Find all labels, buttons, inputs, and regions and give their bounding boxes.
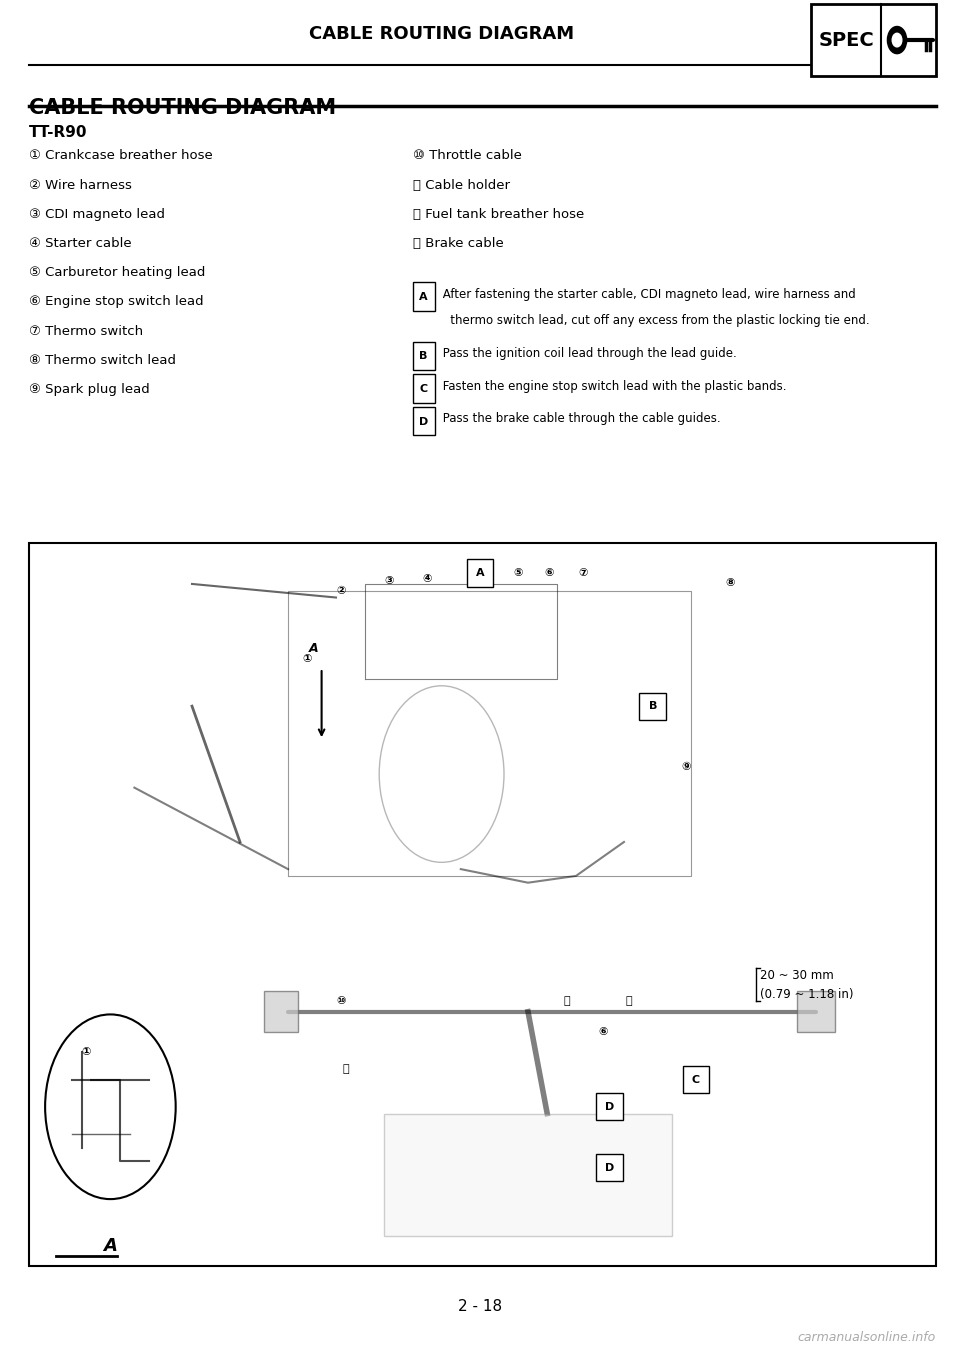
Text: 2 - 18: 2 - 18 [458, 1298, 502, 1315]
Text: CABLE ROUTING DIAGRAM: CABLE ROUTING DIAGRAM [29, 98, 336, 118]
Bar [264, 991, 298, 1032]
Text: ④: ④ [422, 573, 432, 584]
Text: ⑦ Thermo switch: ⑦ Thermo switch [29, 325, 143, 338]
FancyBboxPatch shape [413, 282, 435, 311]
Text: ②: ② [336, 585, 346, 596]
Bar [384, 1114, 672, 1236]
Text: A: A [104, 1237, 117, 1255]
Text: D: D [605, 1162, 614, 1173]
Text: ① Crankcase breather hose: ① Crankcase breather hose [29, 149, 212, 163]
Circle shape [892, 34, 901, 48]
Text: Fasten the engine stop switch lead with the plastic bands.: Fasten the engine stop switch lead with … [439, 379, 786, 392]
Text: C: C [692, 1074, 700, 1085]
Text: ⑥ Engine stop switch lead: ⑥ Engine stop switch lead [29, 296, 204, 308]
Text: A: A [476, 568, 484, 579]
Text: ⑪: ⑪ [564, 995, 569, 1006]
FancyBboxPatch shape [596, 1093, 623, 1120]
Text: D: D [605, 1101, 614, 1112]
Text: ⑨: ⑨ [682, 762, 691, 773]
Text: ⑤: ⑤ [514, 568, 523, 579]
FancyBboxPatch shape [413, 373, 435, 402]
Text: ③ CDI magneto lead: ③ CDI magneto lead [29, 208, 165, 221]
Bar [29, 543, 936, 1266]
Text: ⑥: ⑥ [544, 568, 554, 579]
Text: B: B [420, 352, 427, 361]
Text: ⑥: ⑥ [598, 1027, 608, 1038]
Text: ⑪ Cable holder: ⑪ Cable holder [413, 179, 510, 191]
Text: ⑧: ⑧ [725, 577, 734, 588]
Bar [811, 4, 936, 76]
Bar [797, 991, 835, 1032]
Text: ④ Starter cable: ④ Starter cable [29, 236, 132, 250]
Text: A: A [420, 292, 427, 303]
Text: ①: ① [82, 1047, 91, 1058]
Text: A: A [309, 641, 319, 655]
Text: SPEC: SPEC [818, 31, 874, 49]
Text: C: C [420, 384, 427, 394]
Text: D: D [419, 417, 428, 426]
FancyBboxPatch shape [413, 406, 435, 435]
Text: ⑨ Spark plug lead: ⑨ Spark plug lead [29, 383, 150, 397]
FancyBboxPatch shape [467, 559, 493, 587]
Text: Pass the brake cable through the cable guides.: Pass the brake cable through the cable g… [439, 411, 720, 425]
Text: ⑬ Brake cable: ⑬ Brake cable [413, 236, 504, 250]
FancyBboxPatch shape [413, 341, 435, 369]
Text: ⑧ Thermo switch lead: ⑧ Thermo switch lead [29, 353, 176, 367]
Text: CABLE ROUTING DIAGRAM: CABLE ROUTING DIAGRAM [309, 26, 574, 43]
Text: ⑩: ⑩ [336, 995, 346, 1006]
Text: ⑫: ⑫ [626, 995, 632, 1006]
Text: (0.79 ~ 1.18 in): (0.79 ~ 1.18 in) [760, 987, 853, 1001]
Text: carmanualsonline.info: carmanualsonline.info [798, 1331, 936, 1344]
FancyBboxPatch shape [596, 1154, 623, 1181]
Text: B: B [649, 701, 657, 712]
Text: ⑬: ⑬ [343, 1063, 348, 1074]
Text: TT-R90: TT-R90 [29, 125, 87, 140]
Text: After fastening the starter cable, CDI magneto lead, wire harness and: After fastening the starter cable, CDI m… [439, 288, 855, 301]
Text: thermo switch lead, cut off any excess from the plastic locking tie end.: thermo switch lead, cut off any excess f… [439, 314, 870, 327]
Text: ⑩ Throttle cable: ⑩ Throttle cable [413, 149, 521, 163]
FancyBboxPatch shape [683, 1066, 709, 1093]
Text: ①: ① [302, 653, 312, 664]
Text: ③: ③ [384, 576, 394, 587]
Circle shape [887, 27, 906, 54]
FancyBboxPatch shape [639, 693, 666, 720]
Text: ② Wire harness: ② Wire harness [29, 179, 132, 191]
Text: Pass the ignition coil lead through the lead guide.: Pass the ignition coil lead through the … [439, 346, 736, 360]
Text: 20 ~ 30 mm: 20 ~ 30 mm [760, 968, 834, 982]
Text: ⑦: ⑦ [578, 568, 588, 579]
Text: ⑫ Fuel tank breather hose: ⑫ Fuel tank breather hose [413, 208, 584, 221]
Text: ⑤ Carburetor heating lead: ⑤ Carburetor heating lead [29, 266, 205, 280]
